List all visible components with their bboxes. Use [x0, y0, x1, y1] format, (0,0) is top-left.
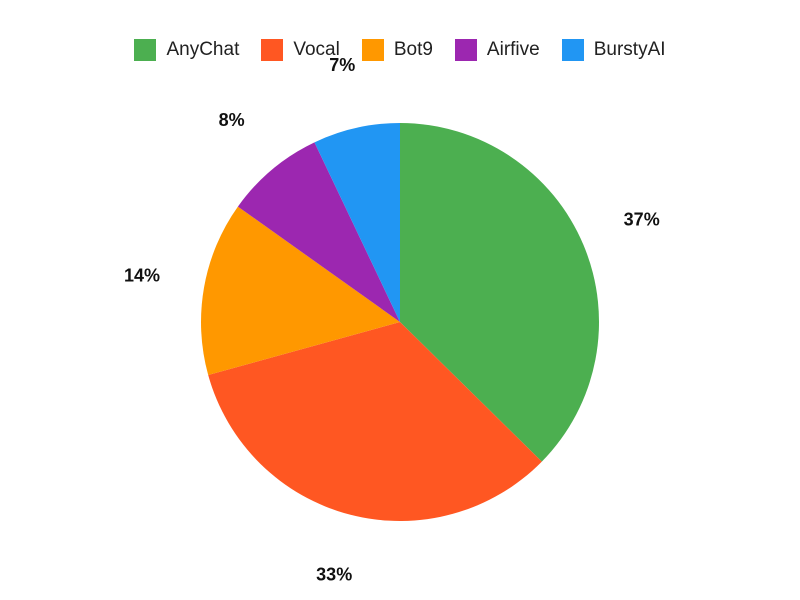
pie-slice-airfive[interactable]	[237, 142, 400, 322]
pie-slice-bot9[interactable]	[201, 206, 400, 376]
legend-swatch-bot9	[361, 39, 384, 61]
legend-label-burstyai: BurstyAI	[593, 39, 666, 60]
pie-slice-labels: 37% 33% 14% 8% 7%	[124, 55, 660, 584]
legend-item-airfive[interactable]: Airfive	[454, 36, 540, 64]
pie-slice-anychat[interactable]	[400, 123, 600, 462]
slice-label-bot9: 14%	[124, 265, 160, 285]
legend-swatch-airfive	[454, 39, 477, 61]
legend-item-anychat[interactable]: AnyChat	[134, 36, 239, 64]
chart-legend: AnyChat Vocal Bot9 Airfive BurstyAI	[0, 36, 800, 64]
slice-label-burstyai: 7%	[329, 55, 355, 75]
legend-swatch-vocal	[261, 39, 284, 61]
legend-label-vocal: Vocal	[293, 39, 340, 60]
pie-slices	[201, 123, 600, 521]
legend-item-vocal[interactable]: Vocal	[261, 36, 340, 64]
legend-swatch-burstyai	[561, 39, 584, 61]
slice-label-anychat: 37%	[624, 210, 660, 230]
legend-label-bot9: Bot9	[393, 39, 433, 60]
legend-label-anychat: AnyChat	[166, 39, 240, 60]
legend-label-airfive: Airfive	[486, 39, 540, 60]
slice-label-vocal: 33%	[316, 564, 352, 584]
pie-slice-vocal[interactable]	[208, 322, 542, 521]
legend-item-bot9[interactable]: Bot9	[361, 36, 433, 64]
slice-label-airfive: 8%	[219, 110, 245, 130]
legend-swatch-anychat	[134, 39, 157, 61]
legend-item-burstyai[interactable]: BurstyAI	[561, 36, 666, 64]
pie-slice-burstyai[interactable]	[314, 123, 400, 322]
